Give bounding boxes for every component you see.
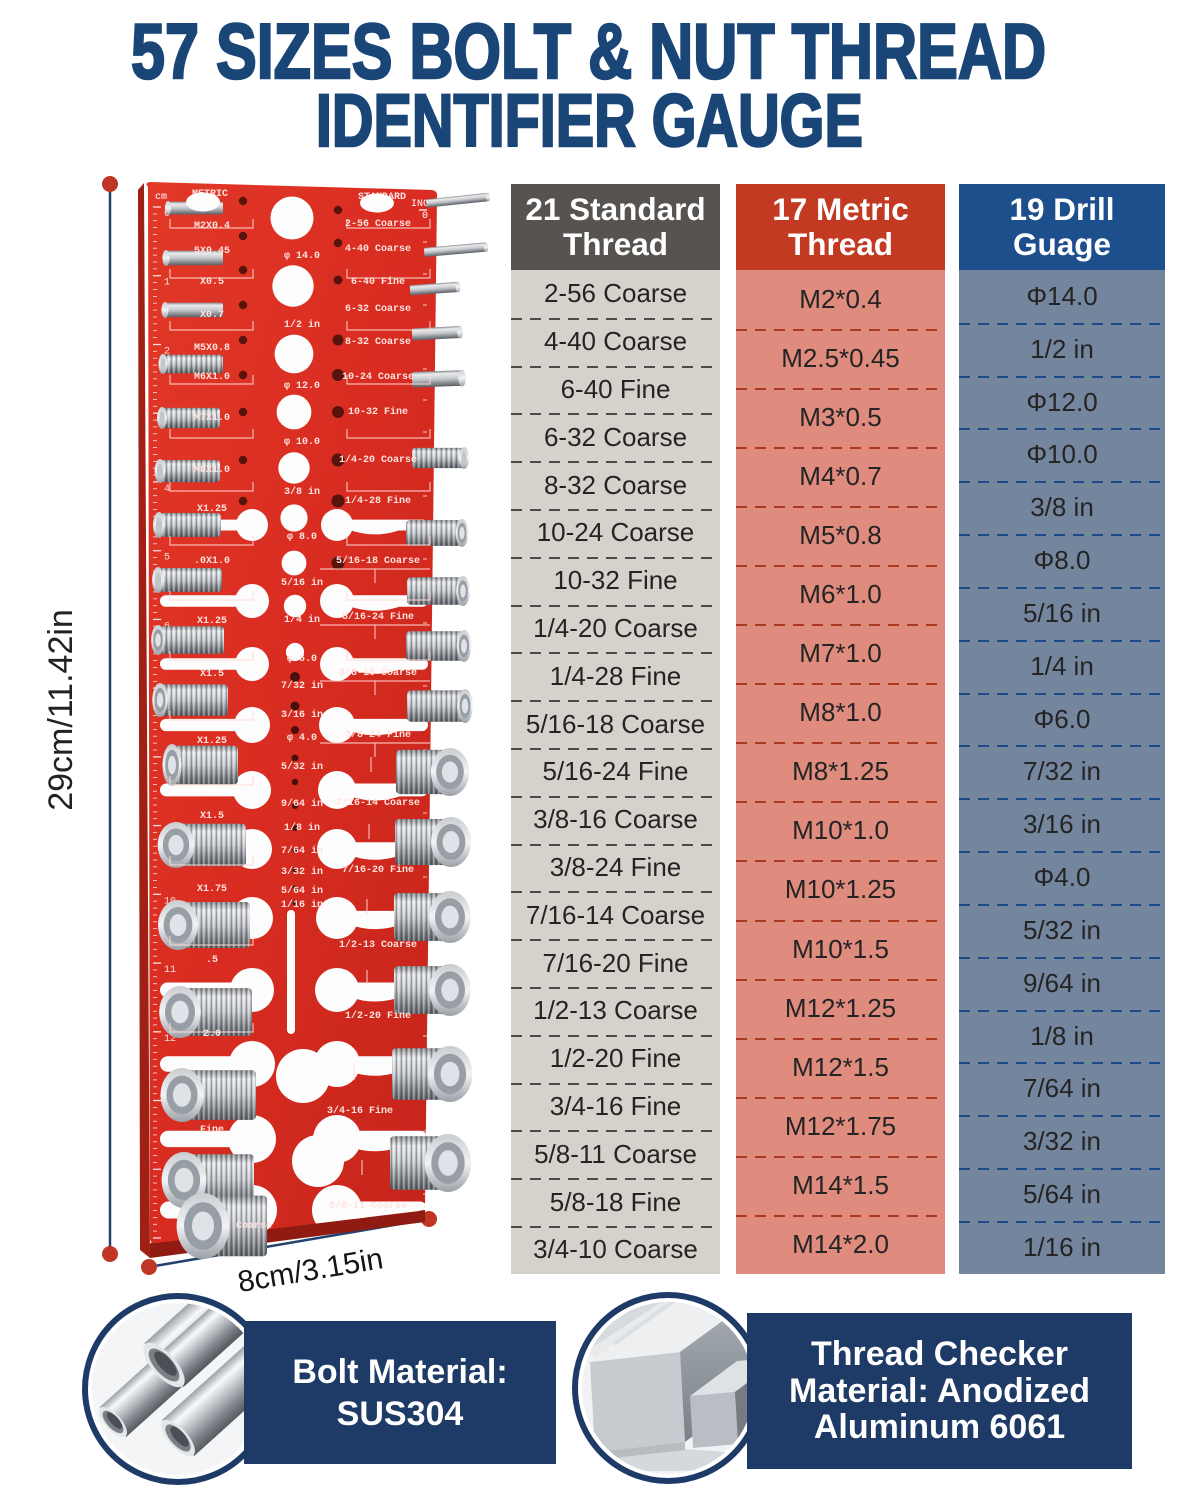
svg-text:3/16 in: 3/16 in <box>281 709 323 721</box>
svg-text:1/4-28 Fine: 1/4-28 Fine <box>345 495 411 507</box>
svg-text:M5X0.8: M5X0.8 <box>194 343 230 354</box>
svg-text:M6X1.0: M6X1.0 <box>194 372 230 383</box>
svg-text:4-40 Coarse: 4-40 Coarse <box>345 244 411 255</box>
svg-text:10-32 Fine: 10-32 Fine <box>348 406 408 418</box>
svg-text:0: 0 <box>422 211 428 222</box>
svg-text:2.0: 2.0 <box>203 1029 221 1040</box>
svg-text:10-24 Coarse: 10-24 Coarse <box>342 372 414 383</box>
svg-text:X1.25: X1.25 <box>197 616 227 627</box>
svg-text:4: 4 <box>164 484 170 495</box>
svg-text:φ 12.0: φ 12.0 <box>284 381 320 392</box>
svg-text:Coarse: Coarse <box>236 1221 272 1232</box>
svg-text:10: 10 <box>164 896 176 907</box>
svg-text:5/8-11 Coarse: 5/8-11 Coarse <box>329 1200 407 1212</box>
svg-text:29cm/11.42in: 29cm/11.42in <box>42 609 80 811</box>
svg-text:6-40 Fine: 6-40 Fine <box>351 276 405 288</box>
svg-text:φ 8.0: φ 8.0 <box>287 532 317 543</box>
svg-text:6-32 Coarse: 6-32 Coarse <box>345 304 411 315</box>
svg-text:M2X0.4: M2X0.4 <box>194 221 230 232</box>
svg-text:7/16-14 Coarse: 7/16-14 Coarse <box>336 797 420 809</box>
svg-text:5/64 in: 5/64 in <box>281 885 323 897</box>
svg-text:φ 6.0: φ 6.0 <box>287 654 317 665</box>
svg-text:M7X1.0: M7X1.0 <box>194 413 230 424</box>
svg-text:1/4 in: 1/4 in <box>284 614 320 626</box>
svg-text:cm: cm <box>155 192 167 203</box>
svg-text:2-56 Coarse: 2-56 Coarse <box>345 219 411 230</box>
svg-text:8-32 Coarse: 8-32 Coarse <box>345 337 411 348</box>
svg-text:7/16-20 Fine: 7/16-20 Fine <box>342 864 414 876</box>
svg-text:7/32 in: 7/32 in <box>281 680 323 692</box>
svg-text:Fine: Fine <box>200 1124 224 1136</box>
svg-text:5: 5 <box>164 553 170 564</box>
svg-text:X1.75: X1.75 <box>197 884 227 895</box>
svg-text:5/16-18 Coarse: 5/16-18 Coarse <box>336 555 420 567</box>
svg-text:9/64 in: 9/64 in <box>281 798 323 810</box>
svg-text:1/8 in: 1/8 in <box>284 822 320 834</box>
svg-text:12: 12 <box>164 1034 176 1045</box>
svg-text:X0.7: X0.7 <box>200 310 224 321</box>
svg-text:1/2 in: 1/2 in <box>284 319 320 331</box>
svg-text:11: 11 <box>164 965 176 976</box>
svg-text:3/8-16 Coarse: 3/8-16 Coarse <box>339 667 417 679</box>
svg-text:5/32 in: 5/32 in <box>281 761 323 773</box>
svg-text:.5: .5 <box>206 955 218 966</box>
svg-text:.0X1.0: .0X1.0 <box>194 556 230 567</box>
svg-text:φ 14.0: φ 14.0 <box>284 251 320 262</box>
svg-text:INCH: INCH <box>411 199 435 210</box>
svg-text:1/2-13 Coarse: 1/2-13 Coarse <box>339 939 417 951</box>
svg-text:φ 4.0: φ 4.0 <box>287 733 317 744</box>
svg-text:1/4-20 Coarse: 1/4-20 Coarse <box>339 454 417 466</box>
svg-text:X1.5: X1.5 <box>200 811 224 822</box>
svg-text:7/64 in: 7/64 in <box>281 845 323 857</box>
svg-text:3/4-16 Fine: 3/4-16 Fine <box>327 1105 393 1117</box>
svg-text:2: 2 <box>164 347 170 358</box>
svg-text:3/8-24 Fine: 3/8-24 Fine <box>345 729 411 741</box>
svg-text:1/2-20 Fine: 1/2-20 Fine <box>345 1010 411 1022</box>
svg-text:5X0.45: 5X0.45 <box>194 246 230 257</box>
svg-text:5/16-24 Fine: 5/16-24 Fine <box>342 611 414 623</box>
svg-text:3/32 in: 3/32 in <box>281 866 323 878</box>
svg-text:3/8 in: 3/8 in <box>284 486 320 498</box>
svg-text:M8X1.0: M8X1.0 <box>194 465 230 476</box>
svg-text:X1.25: X1.25 <box>197 736 227 747</box>
svg-text:X1.25: X1.25 <box>197 504 227 515</box>
svg-text:X1.5: X1.5 <box>200 669 224 680</box>
svg-text:5/16 in: 5/16 in <box>281 577 323 589</box>
svg-text:1: 1 <box>164 278 170 289</box>
svg-text:X0.5: X0.5 <box>200 277 224 288</box>
svg-text:φ 10.0: φ 10.0 <box>284 437 320 448</box>
svg-text:1/16 in: 1/16 in <box>281 899 323 911</box>
